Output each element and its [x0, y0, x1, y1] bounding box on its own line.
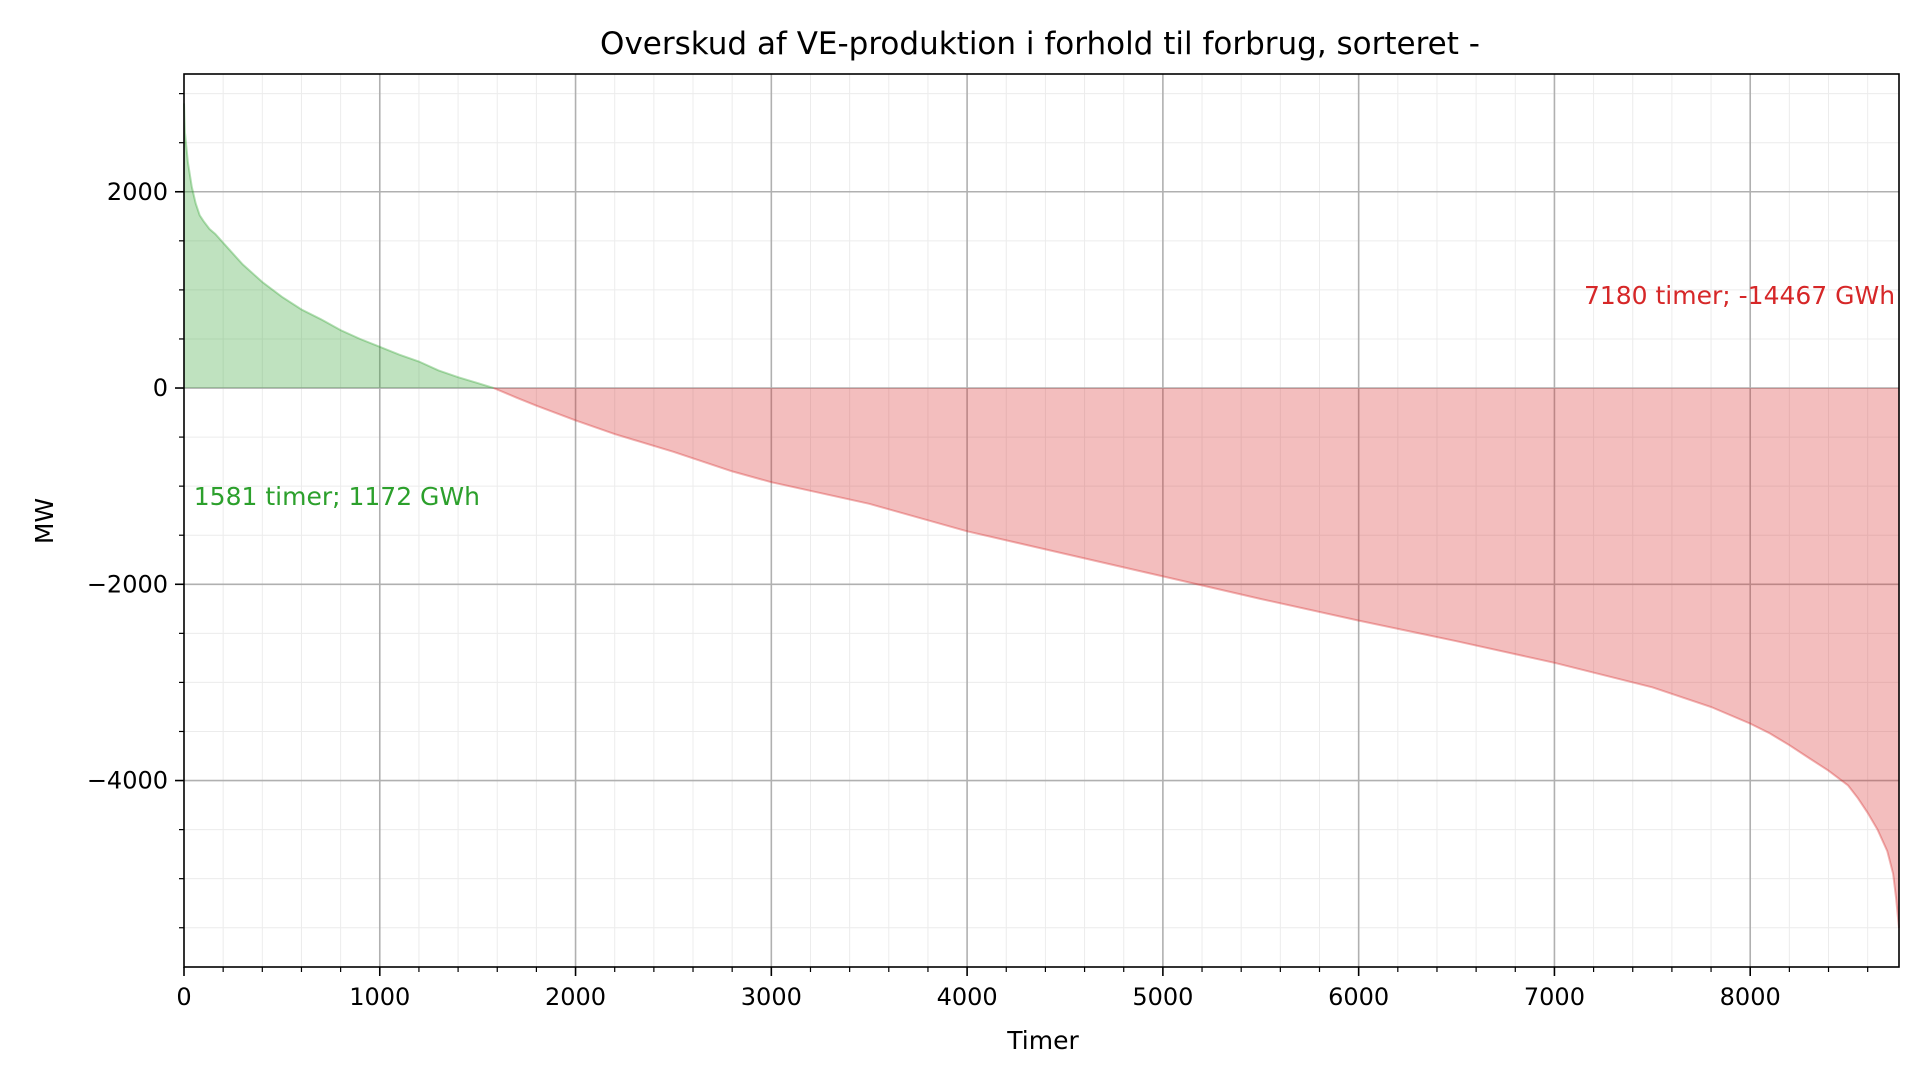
y-tick-label: 2000 — [107, 178, 168, 206]
major-grid — [184, 74, 1899, 967]
x-tick-label: 1000 — [349, 983, 410, 1011]
y-tick-label: −4000 — [87, 767, 168, 795]
chart-title: Overskud af VE-produktion i forhold til … — [600, 26, 1480, 62]
deficit-area — [493, 388, 1899, 928]
surplus-line — [183, 103, 494, 389]
surplus-area — [184, 103, 494, 389]
x-tick-label: 4000 — [937, 983, 998, 1011]
y-axis-ticks: 2000 0 −2000 −4000 — [87, 93, 184, 929]
x-tick-label: 2000 — [545, 983, 606, 1011]
minor-grid — [184, 74, 1899, 967]
y-tick-label: 0 — [153, 374, 168, 402]
x-axis-label: Timer — [1006, 1026, 1079, 1055]
x-tick-label: 7000 — [1524, 983, 1585, 1011]
x-tick-label: 6000 — [1328, 983, 1389, 1011]
x-tick-label: 8000 — [1720, 983, 1781, 1011]
annotation-label: 1581 timer; 1172 GWh — [194, 482, 480, 511]
x-tick-label: 3000 — [741, 983, 802, 1011]
plot-frame — [183, 73, 1900, 968]
x-axis-ticks: 0 1000 2000 3000 4000 5000 6000 7000 8000 — [176, 967, 1869, 1011]
y-tick-label: −2000 — [87, 570, 168, 598]
x-tick-label: 5000 — [1132, 983, 1193, 1011]
deficit-line — [493, 387, 1900, 928]
x-tick-label: 0 — [176, 983, 191, 1011]
annotation-label: 7180 timer; -14467 GWh — [1584, 281, 1895, 310]
y-axis-label: MW — [30, 498, 59, 544]
annotations: 1581 timer; 1172 GWh 7180 timer; -14467 G… — [194, 281, 1895, 511]
